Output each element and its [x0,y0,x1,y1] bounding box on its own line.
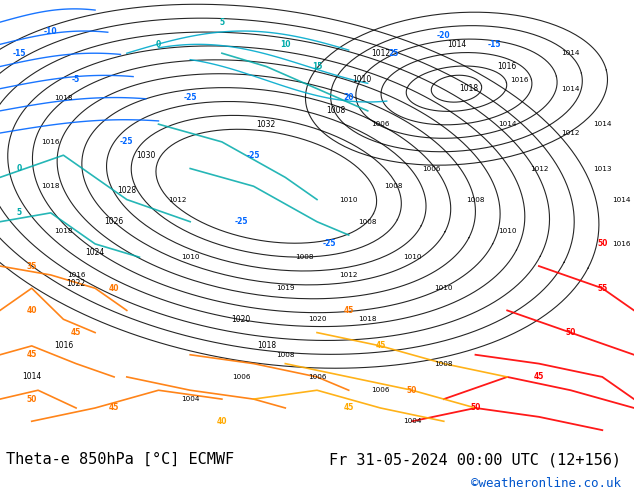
Text: 1008: 1008 [434,361,453,367]
Text: 45: 45 [534,372,544,381]
Text: 1010: 1010 [498,227,517,234]
Text: ©weatheronline.co.uk: ©weatheronline.co.uk [471,476,621,490]
Text: 45: 45 [375,342,385,350]
Text: 45: 45 [109,403,119,413]
Text: 1014: 1014 [612,196,631,202]
Text: 1012: 1012 [561,130,580,136]
Text: 45: 45 [344,306,354,315]
Text: 1014: 1014 [561,50,580,56]
Text: 1018: 1018 [460,84,479,93]
Text: 1010: 1010 [434,285,453,291]
Text: 1012: 1012 [168,196,187,202]
Text: 1014: 1014 [561,86,580,92]
Text: -10: -10 [44,26,58,36]
Text: 1016: 1016 [498,62,517,71]
Text: 1014: 1014 [498,121,517,127]
Text: 1024: 1024 [86,248,105,257]
Text: Fr 31-05-2024 00:00 UTC (12+156): Fr 31-05-2024 00:00 UTC (12+156) [329,452,621,467]
Text: 1018: 1018 [41,183,60,189]
Text: -15: -15 [488,40,501,49]
Text: 0: 0 [16,164,22,173]
Text: 1028: 1028 [117,186,136,195]
Text: 1022: 1022 [67,279,86,288]
Text: 1018: 1018 [358,316,377,322]
Text: 1019: 1019 [276,285,295,291]
Text: 1016: 1016 [54,342,73,350]
Text: 1012: 1012 [529,166,548,171]
Text: 25: 25 [388,49,398,58]
Text: 1020: 1020 [307,316,327,322]
Text: 35: 35 [27,262,37,270]
Text: 5: 5 [16,208,22,218]
Text: 40: 40 [27,306,37,315]
Text: 1010: 1010 [339,196,358,202]
Text: Theta-e 850hPa [°C] ECMWF: Theta-e 850hPa [°C] ECMWF [6,452,235,467]
Text: 1018: 1018 [257,342,276,350]
Text: 1016: 1016 [612,241,631,247]
Text: 1004: 1004 [181,396,200,402]
Text: 20: 20 [344,93,354,102]
Text: -25: -25 [323,240,337,248]
Text: 1006: 1006 [422,166,441,171]
Text: 1010: 1010 [403,254,422,260]
Text: 1014: 1014 [447,40,466,49]
Text: -25: -25 [247,151,261,160]
Text: 45: 45 [71,328,81,337]
Text: 1016: 1016 [67,272,86,278]
Text: 1018: 1018 [54,95,73,100]
Text: 50: 50 [566,328,576,337]
Text: 1004: 1004 [403,418,422,424]
Text: -25: -25 [183,93,197,102]
Text: 1016: 1016 [41,139,60,145]
Text: 55: 55 [597,284,607,293]
Text: 1014: 1014 [593,121,612,127]
Text: 1012: 1012 [371,49,390,58]
Text: 1006: 1006 [307,374,327,380]
Text: 40: 40 [109,284,119,293]
Text: 1008: 1008 [295,254,314,260]
Text: 1006: 1006 [371,387,390,393]
Text: 1008: 1008 [384,183,403,189]
Text: 1016: 1016 [510,77,529,83]
Text: 1014: 1014 [22,372,41,381]
Text: 1018: 1018 [54,227,73,234]
Text: 15: 15 [312,62,322,71]
Text: 50: 50 [470,403,481,413]
Text: -20: -20 [437,31,451,40]
Text: 40: 40 [217,417,227,426]
Text: 5: 5 [219,18,224,26]
Text: 1012: 1012 [339,272,358,278]
Text: 1008: 1008 [327,106,346,115]
Text: -25: -25 [120,137,134,147]
Text: -25: -25 [234,217,248,226]
Text: 1020: 1020 [231,315,250,324]
Text: 1010: 1010 [352,75,371,84]
Text: 50: 50 [597,240,607,248]
Text: 10: 10 [280,40,290,49]
Text: 45: 45 [344,403,354,413]
Text: 1008: 1008 [276,352,295,358]
Text: 1006: 1006 [371,121,390,127]
Text: 1030: 1030 [136,151,155,160]
Text: -15: -15 [12,49,26,58]
Text: 1013: 1013 [593,166,612,171]
Text: 0: 0 [156,40,161,49]
Text: 50: 50 [27,394,37,404]
Text: -5: -5 [72,75,81,84]
Text: 1006: 1006 [231,374,250,380]
Text: 50: 50 [407,386,417,395]
Text: 1032: 1032 [257,120,276,129]
Text: 1008: 1008 [358,219,377,225]
Text: 1026: 1026 [105,217,124,226]
Text: 45: 45 [27,350,37,359]
Text: 1010: 1010 [181,254,200,260]
Text: 1008: 1008 [466,196,485,202]
